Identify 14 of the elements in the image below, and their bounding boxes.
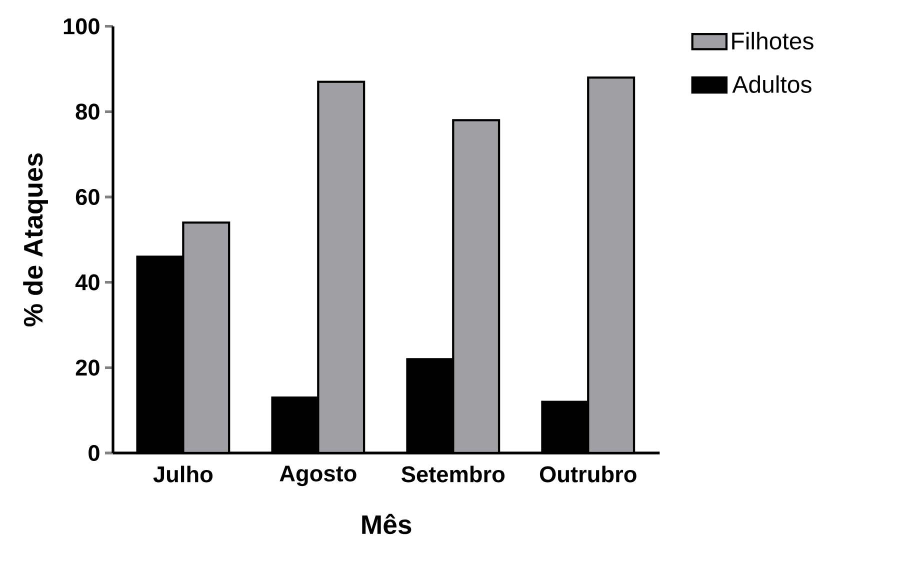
y-tick-label: 60 — [76, 188, 100, 206]
y-axis-title: % de Ataques — [23, 153, 48, 326]
y-tick-label: 20 — [76, 360, 100, 376]
x-tick-label: Julho — [153, 466, 213, 482]
x-tick-label: Agosto — [280, 466, 356, 486]
legend-label: Adultos — [732, 75, 812, 93]
x-tick-label: Outrubro — [540, 466, 636, 482]
y-tick-label: 80 — [76, 104, 100, 120]
y-tick-label: 40 — [75, 274, 100, 290]
legend-label: Filhotes — [732, 32, 814, 50]
y-tick-label: 0 — [88, 444, 100, 462]
x-tick-label: Setembro — [402, 466, 505, 482]
y-tick-label: 100 — [64, 18, 100, 34]
x-axis-title: Mês — [362, 514, 412, 534]
